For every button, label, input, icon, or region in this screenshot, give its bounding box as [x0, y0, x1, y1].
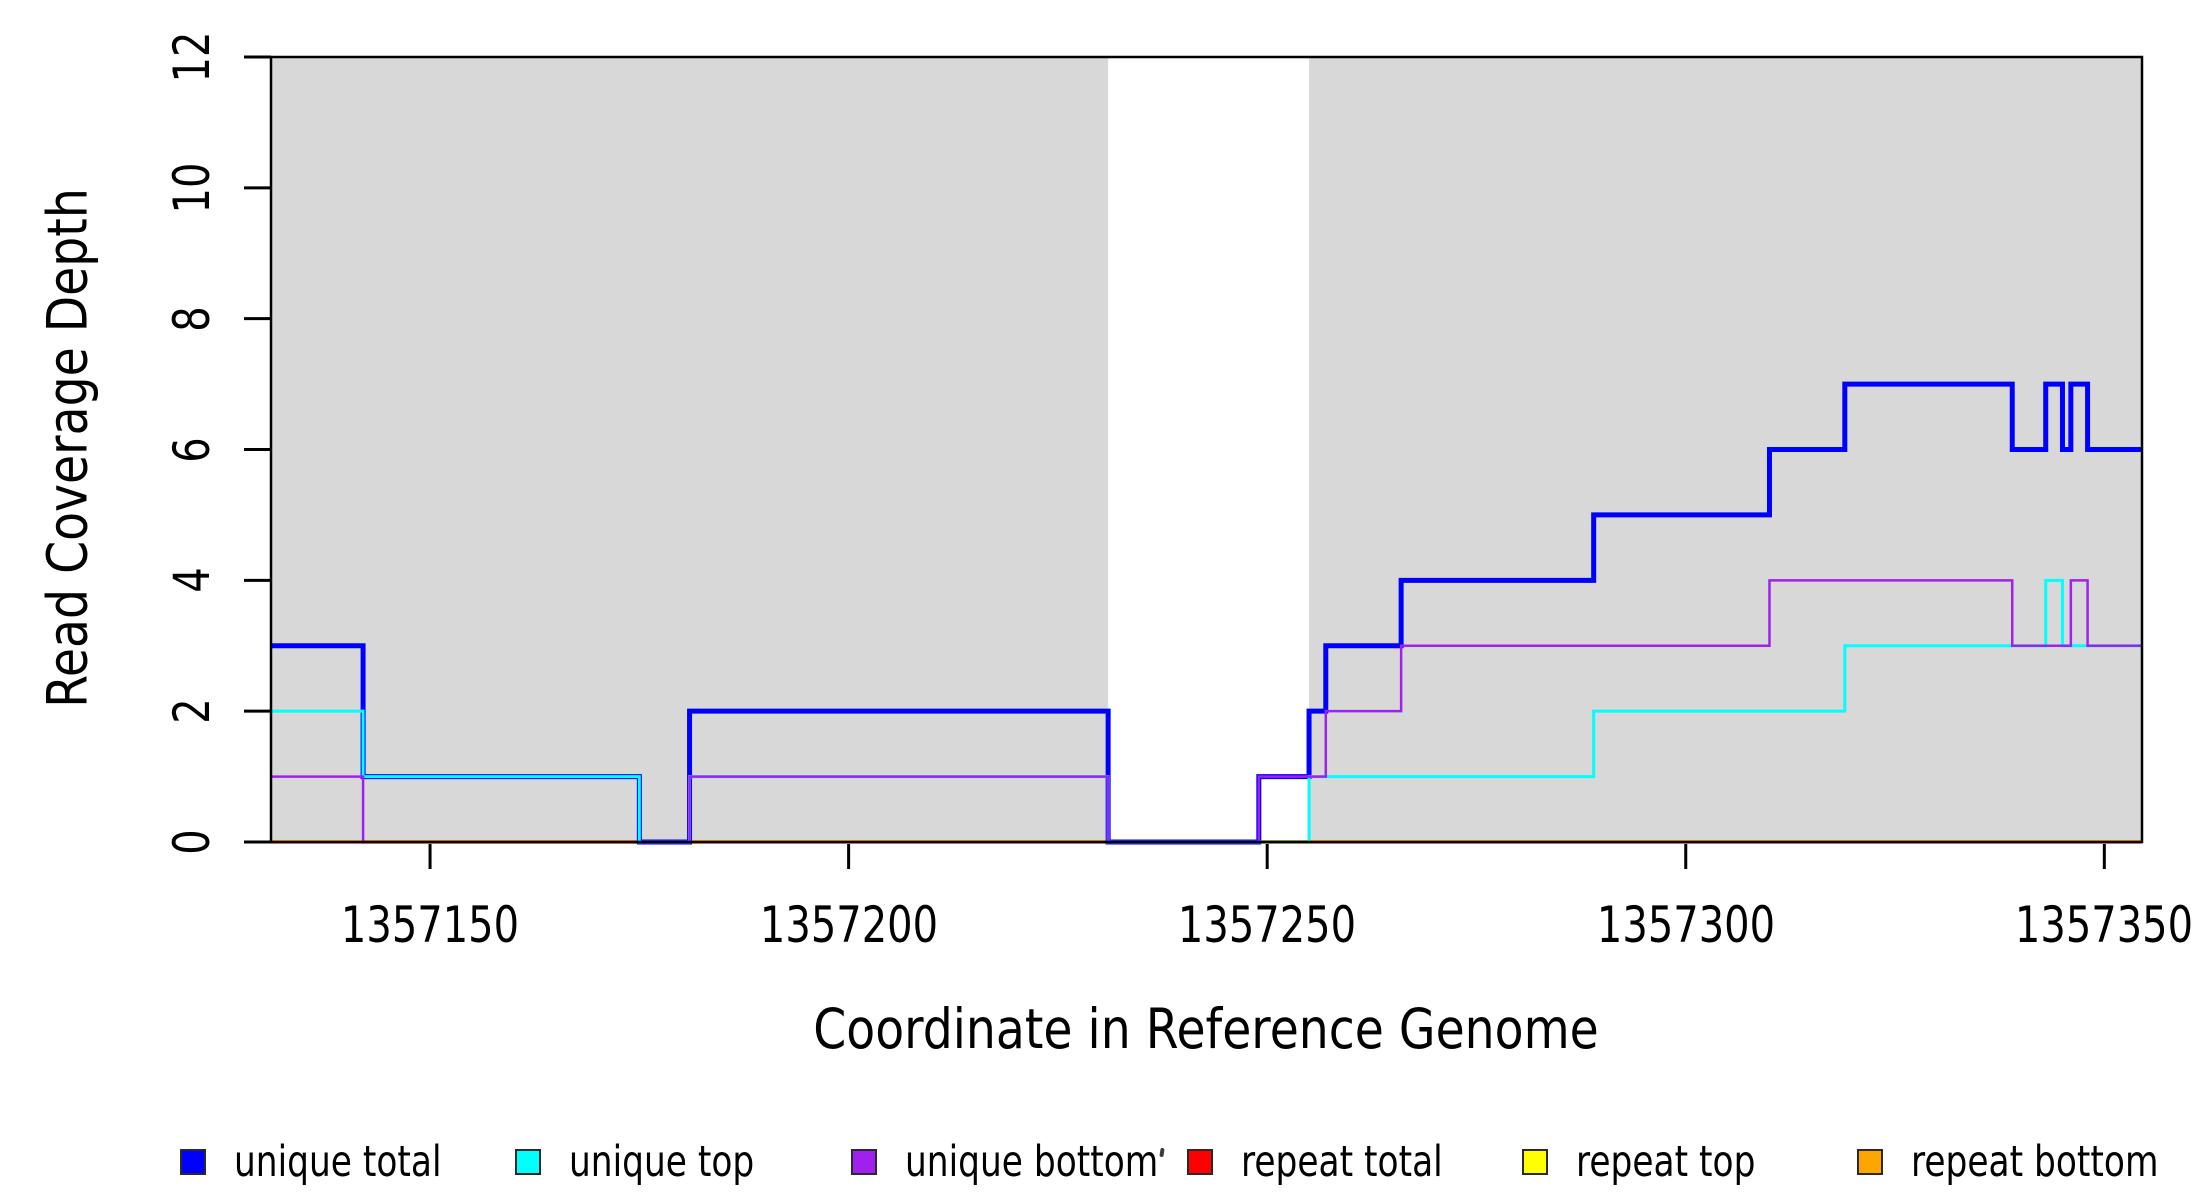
legend-item: repeat bottom [1857, 1140, 2200, 1183]
series-line-unique-bottom [271, 579, 2142, 844]
legend-item: repeat total [1187, 1140, 1493, 1183]
legend-swatch-icon [1522, 1149, 1548, 1175]
legend-item: repeat top [1522, 1140, 1800, 1183]
legend-item: unique total [180, 1140, 493, 1183]
legend-swatch-icon [851, 1149, 877, 1175]
legend-label: unique bottom [905, 1136, 1159, 1187]
y-tick-label: 4 [163, 567, 221, 594]
legend-label: repeat top [1576, 1136, 1756, 1187]
legend-label: repeat total [1241, 1136, 1443, 1187]
series-line-unique-top [271, 578, 2142, 844]
plot-border [269, 55, 2144, 844]
y-tick-label: 0 [163, 829, 221, 855]
x-tick-label: 1357350 [2015, 896, 2194, 954]
legend-swatch-icon [515, 1149, 541, 1175]
y-tick-label: 12 [163, 31, 221, 83]
x-tick-label: 1357150 [340, 896, 520, 954]
legend-label: unique total [234, 1136, 442, 1187]
y-tick-label: 10 [163, 162, 221, 214]
y-tick-label: 2 [163, 698, 221, 724]
legend-swatch-icon [1857, 1149, 1883, 1175]
x-tick-label: 1357300 [1596, 896, 1775, 954]
x-tick-label: 1357200 [759, 896, 938, 954]
legend-swatch-icon [180, 1149, 206, 1175]
legend-swatch-icon [1187, 1149, 1213, 1175]
legend-item: unique top [515, 1140, 801, 1183]
legend-label: unique top [569, 1136, 755, 1187]
y-tick-label: 6 [163, 436, 221, 463]
x-tick-label: 1357250 [1178, 896, 1357, 954]
y-tick-label: 8 [163, 305, 221, 332]
legend-label: repeat bottom [1911, 1136, 2159, 1187]
legend-item: unique bottom [851, 1140, 1222, 1183]
x-axis-title: Coordinate in Reference Genome [813, 997, 1599, 1061]
y-axis-title: Read Coverage Depth [35, 188, 100, 708]
